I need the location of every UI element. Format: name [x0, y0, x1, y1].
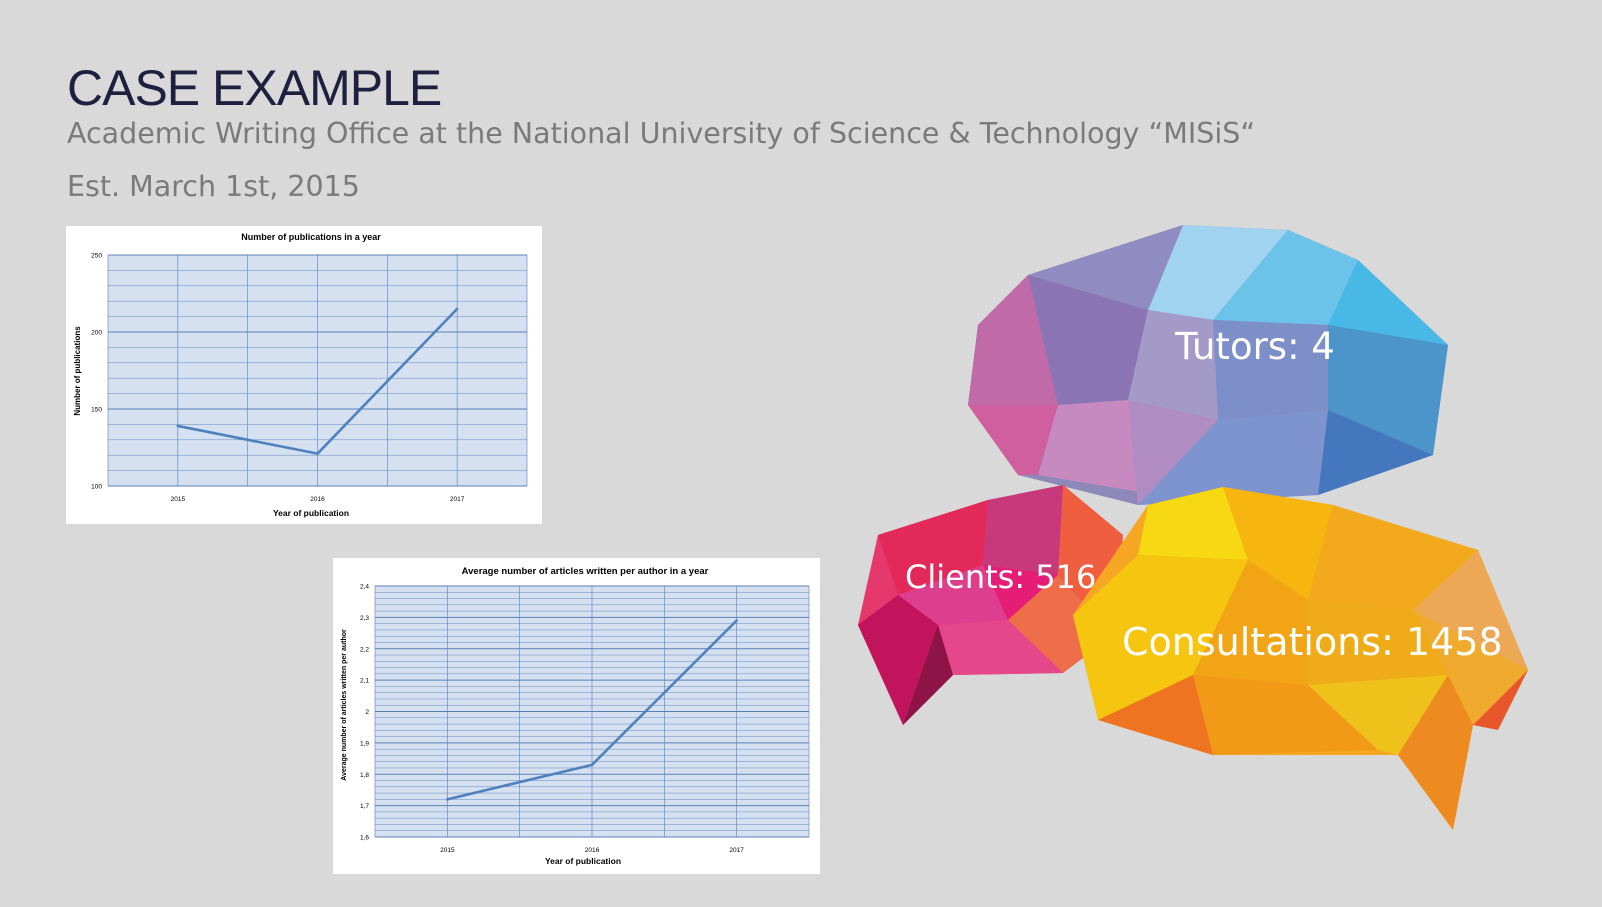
x-tick-label: 2016 [310, 496, 325, 503]
y-tick-label: 2,4 [360, 584, 369, 591]
data-point [455, 307, 459, 311]
articles-per-author-chart: Average number of articles written per a… [333, 558, 820, 874]
chart-x-label: Year of publication [545, 856, 621, 866]
y-tick-label: 250 [91, 253, 102, 260]
chart-x-label: Year of publication [273, 508, 349, 518]
tutors-bubble [968, 225, 1448, 505]
y-tick-label: 1,7 [360, 803, 369, 810]
y-tick-label: 2,2 [360, 646, 369, 653]
data-point [316, 452, 319, 455]
y-tick-label: 200 [91, 330, 102, 337]
clients-bubble [858, 485, 1123, 725]
established-date: Est. March 1st, 2015 [67, 170, 360, 203]
y-tick-label: 2,3 [360, 615, 369, 622]
chart-y-label: Average number of articles written per a… [341, 629, 348, 781]
articles-chart-svg: Average number of articles written per a… [341, 566, 810, 866]
chart-y-label: Number of publications [73, 326, 82, 416]
y-tick-label: 1,8 [360, 772, 369, 779]
y-tick-label: 1,6 [360, 835, 369, 842]
data-point [735, 619, 738, 622]
y-tick-label: 2,1 [360, 678, 369, 685]
chart-plot: 100 150 200 250 2015 2016 2017 [91, 253, 528, 503]
x-tick-label: 2015 [440, 847, 455, 854]
chart-plot: 1,6 1,7 1,8 1,9 2 2,1 2,2 2,3 2,4 2015 2016 2017 [360, 584, 810, 854]
chart-title: Number of publications in a year [241, 232, 381, 242]
tutors-label: Tutors: 4 [1174, 325, 1335, 368]
y-tick-label: 2 [365, 709, 369, 716]
y-tick-label: 100 [91, 484, 102, 491]
publications-chart-svg: Number of publications in a year 100 150 2… [73, 232, 528, 518]
data-point [590, 763, 594, 767]
x-tick-label: 2015 [171, 496, 186, 503]
data-point [176, 424, 180, 428]
x-tick-label: 2017 [729, 847, 744, 854]
chart-title: Average number of articles written per a… [462, 566, 709, 577]
x-tick-label: 2016 [585, 847, 600, 854]
consultations-bubble [1073, 487, 1528, 830]
slide-subtitle: Academic Writing Office at the National … [67, 117, 1256, 150]
x-tick-label: 2017 [450, 496, 465, 503]
stats-graphic: Tutors: 4 Clients: 516 Consultations: 14… [858, 225, 1528, 830]
slide-title: CASE EXAMPLE [67, 60, 442, 116]
y-tick-label: 150 [91, 407, 102, 414]
data-point [446, 798, 449, 801]
clients-label: Clients: 516 [905, 558, 1096, 596]
publications-chart: Number of publications in a year 100 150 2… [66, 226, 542, 524]
y-tick-label: 1,9 [360, 740, 369, 747]
consultations-label: Consultations: 1458 [1122, 620, 1503, 664]
